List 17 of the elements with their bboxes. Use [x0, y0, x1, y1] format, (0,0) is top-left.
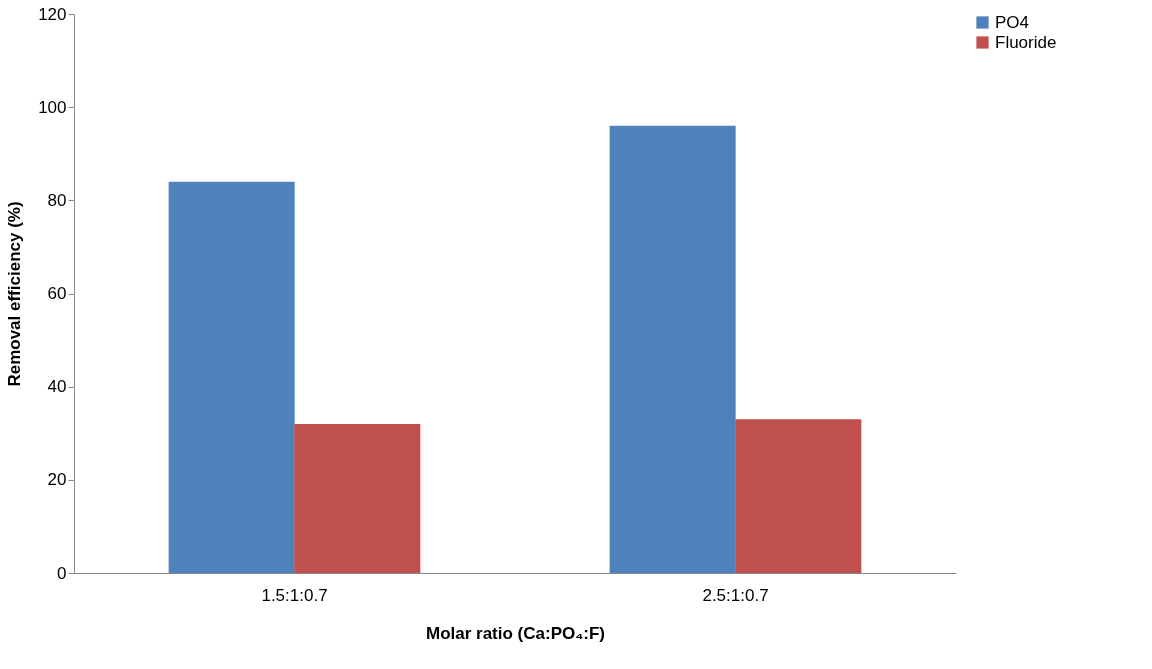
- y-tick-label: 20: [47, 470, 67, 490]
- y-tick-label: 100: [38, 97, 67, 117]
- x-axis-title: Molar ratio (Ca:PO₄:F): [425, 623, 606, 643]
- bar: [609, 125, 736, 573]
- y-axis-title: Removal efficiency (%): [5, 201, 25, 387]
- legend-label: PO4: [995, 12, 1030, 32]
- legend-label: Fluoride: [995, 32, 1057, 52]
- y-tick-label: 80: [47, 190, 67, 210]
- y-tick-label: 60: [47, 284, 67, 303]
- x-tick-label: 2.5:1:0.7: [702, 585, 769, 605]
- y-tick-label: 40: [47, 377, 67, 397]
- bar: [735, 419, 862, 573]
- bar: [294, 423, 421, 573]
- x-tick-label: 1.5:1:0.7: [261, 585, 328, 605]
- y-tick-label: 120: [38, 4, 67, 24]
- y-tick-label: 0: [57, 563, 67, 583]
- bar: [168, 181, 295, 573]
